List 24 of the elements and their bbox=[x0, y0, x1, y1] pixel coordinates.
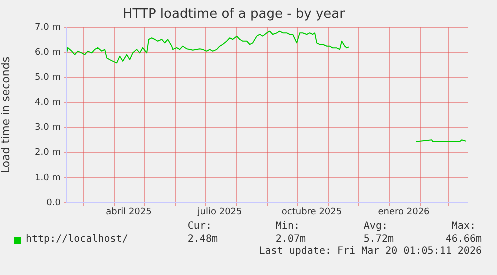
y-tick-label: 0.0 bbox=[46, 198, 62, 208]
y-tick-label: 3.0 m bbox=[35, 123, 61, 134]
text: Avg: bbox=[364, 221, 388, 232]
x-tick-label: enero 2026 bbox=[378, 208, 430, 218]
text: Last update: Fri Mar 20 01:05:11 2026 bbox=[259, 246, 482, 257]
legend-label: http://localhost/ bbox=[26, 234, 128, 245]
x-tick-label: octubre 2025 bbox=[282, 208, 342, 218]
text: 2.48m bbox=[188, 234, 218, 245]
text: 46.66m bbox=[446, 234, 482, 245]
x-tick-label: julio 2025 bbox=[196, 208, 242, 218]
text: 5.72m bbox=[364, 234, 394, 245]
text: Max: bbox=[452, 221, 476, 232]
y-tick-label: 7.0 m bbox=[35, 22, 61, 33]
y-axis-title: Load time in seconds bbox=[0, 56, 12, 174]
text: Cur: bbox=[188, 221, 212, 232]
y-tick-label: 6.0 m bbox=[35, 48, 61, 58]
y-tick-label: 4.0 m bbox=[35, 98, 61, 108]
x-tick-label: abril 2025 bbox=[106, 208, 152, 218]
y-tick-label: 5.0 m bbox=[35, 73, 61, 84]
y-tick-label: 2.0 m bbox=[35, 148, 61, 158]
chart-title: HTTP loadtime of a page - by year bbox=[123, 7, 346, 22]
text: Min: bbox=[276, 221, 300, 232]
y-tick-label: 1.0 m bbox=[35, 173, 61, 184]
text: 2.07m bbox=[276, 234, 306, 245]
